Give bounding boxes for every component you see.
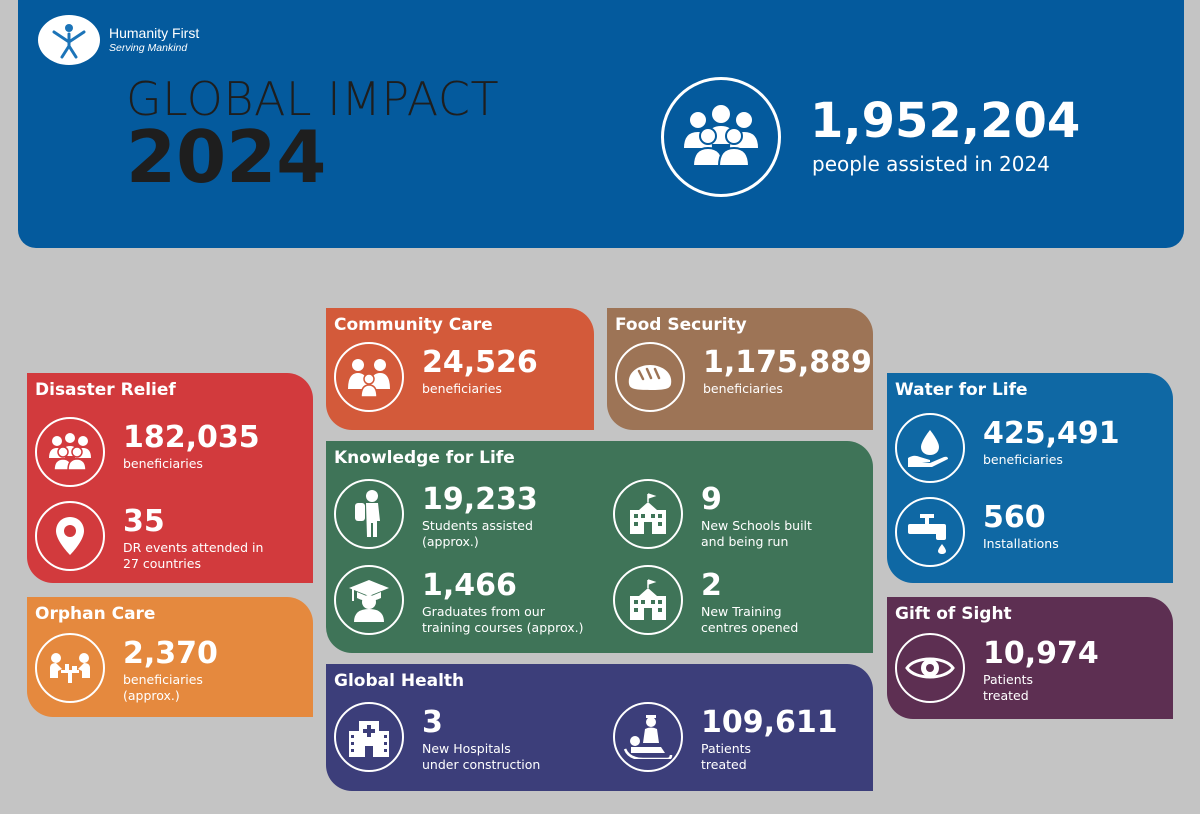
- stat-value: 2,370: [123, 636, 218, 671]
- brand-name: Humanity First: [109, 25, 200, 41]
- people-group-icon: [661, 77, 781, 197]
- card-title: Knowledge for Life: [334, 448, 515, 468]
- stat-label: Graduates from our training courses (app…: [422, 604, 584, 635]
- stat-beneficiaries: 1,175,889 beneficiaries: [615, 342, 872, 412]
- brand[interactable]: Humanity First Serving Mankind: [38, 15, 199, 65]
- bread-icon: [615, 342, 685, 412]
- header-banner: Humanity First Serving Mankind GLOBAL IM…: [18, 0, 1184, 248]
- stat-label: beneficiaries: [422, 381, 502, 396]
- stat-label: Patients treated: [983, 672, 1034, 703]
- card-water-for-life: Water for Life 425,491 beneficiaries 560…: [887, 373, 1173, 583]
- stat-label: New Hospitals under construction: [422, 741, 541, 772]
- card-title: Orphan Care: [35, 604, 156, 624]
- stat-value: 182,035: [123, 420, 260, 455]
- water-drop-hand-icon: [895, 413, 965, 483]
- doctor-patient-icon: [613, 702, 683, 772]
- stat-value: 1,175,889: [703, 345, 872, 380]
- stat-label: beneficiaries (approx.): [123, 672, 203, 703]
- family-icon: [334, 342, 404, 412]
- card-knowledge-for-life: Knowledge for Life 19,233 Students assis…: [326, 441, 873, 653]
- school-building-icon: [613, 479, 683, 549]
- card-title: Global Health: [334, 671, 465, 691]
- card-food-security: Food Security 1,175,889 beneficiaries: [607, 308, 873, 430]
- student-backpack-icon: [334, 479, 404, 549]
- stat-value: 2: [701, 568, 722, 603]
- card-title: Water for Life: [895, 380, 1028, 400]
- card-community-care: Community Care 24,526 beneficiaries: [326, 308, 594, 430]
- stat-value: 24,526: [422, 345, 538, 380]
- card-disaster-relief: Disaster Relief 182,035 beneficiaries 35: [27, 373, 313, 583]
- stat-value: 9: [701, 482, 722, 517]
- stat-value: 10,974: [983, 636, 1099, 671]
- card-title: Food Security: [615, 315, 747, 335]
- stat-label: New Training centres opened: [701, 604, 799, 635]
- stat-schools: 9 New Schools built and being run: [613, 479, 812, 550]
- school-building-icon: [613, 565, 683, 635]
- water-tap-icon: [895, 497, 965, 567]
- children-table-icon: [35, 633, 105, 703]
- stat-label: Students assisted (approx.): [422, 518, 533, 549]
- hospital-icon: [334, 702, 404, 772]
- page-title: GLOBAL IMPACT: [126, 72, 500, 126]
- total-people-label: people assisted in 2024: [812, 152, 1050, 176]
- stat-beneficiaries: 24,526 beneficiaries: [334, 342, 538, 412]
- stat-installations: 560 Installations: [895, 497, 1059, 567]
- stat-label: Patients treated: [701, 741, 752, 772]
- stat-graduates: 1,466 Graduates from our training course…: [334, 565, 583, 636]
- stat-students: 19,233 Students assisted (approx.): [334, 479, 538, 550]
- stat-value: 425,491: [983, 416, 1120, 451]
- stat-patients: 10,974 Patients treated: [895, 633, 1099, 704]
- stat-dr-events: 35 DR events attended in 27 countries: [35, 501, 263, 572]
- stat-beneficiaries: 2,370 beneficiaries (approx.): [35, 633, 218, 704]
- card-title: Community Care: [334, 315, 493, 335]
- people-group-icon: [35, 417, 105, 487]
- page-year: 2024: [126, 115, 327, 199]
- stat-value: 19,233: [422, 482, 538, 517]
- stat-value: 1,466: [422, 568, 517, 603]
- stat-label: beneficiaries: [123, 456, 203, 471]
- stat-training-centres: 2 New Training centres opened: [613, 565, 798, 636]
- location-pin-icon: [35, 501, 105, 571]
- stat-hospitals: 3 New Hospitals under construction: [334, 702, 540, 773]
- graduate-icon: [334, 565, 404, 635]
- card-gift-of-sight: Gift of Sight 10,974 Patients treated: [887, 597, 1173, 719]
- stat-value: 3: [422, 705, 443, 740]
- stat-value: 109,611: [701, 705, 838, 740]
- stat-beneficiaries: 182,035 beneficiaries: [35, 417, 260, 487]
- total-people-value: 1,952,204: [810, 93, 1081, 149]
- stat-value: 560: [983, 500, 1046, 535]
- logo-figure-icon: [52, 24, 86, 59]
- stat-patients: 109,611 Patients treated: [613, 702, 838, 773]
- stat-label: DR events attended in 27 countries: [123, 540, 264, 571]
- card-title: Disaster Relief: [35, 380, 176, 400]
- card-orphan-care: Orphan Care 2,370 beneficiaries (approx.…: [27, 597, 313, 717]
- brand-tagline: Serving Mankind: [109, 42, 188, 54]
- stat-label: beneficiaries: [703, 381, 783, 396]
- card-global-health: Global Health 3 New Hospitals under cons…: [326, 664, 873, 791]
- stat-beneficiaries: 425,491 beneficiaries: [895, 413, 1120, 483]
- eye-icon: [895, 633, 965, 703]
- logo: [38, 15, 100, 65]
- stat-label: beneficiaries: [983, 452, 1063, 467]
- stat-label: New Schools built and being run: [701, 518, 812, 549]
- card-title: Gift of Sight: [895, 604, 1012, 624]
- stat-value: 35: [123, 504, 165, 539]
- stat-label: Installations: [983, 536, 1059, 551]
